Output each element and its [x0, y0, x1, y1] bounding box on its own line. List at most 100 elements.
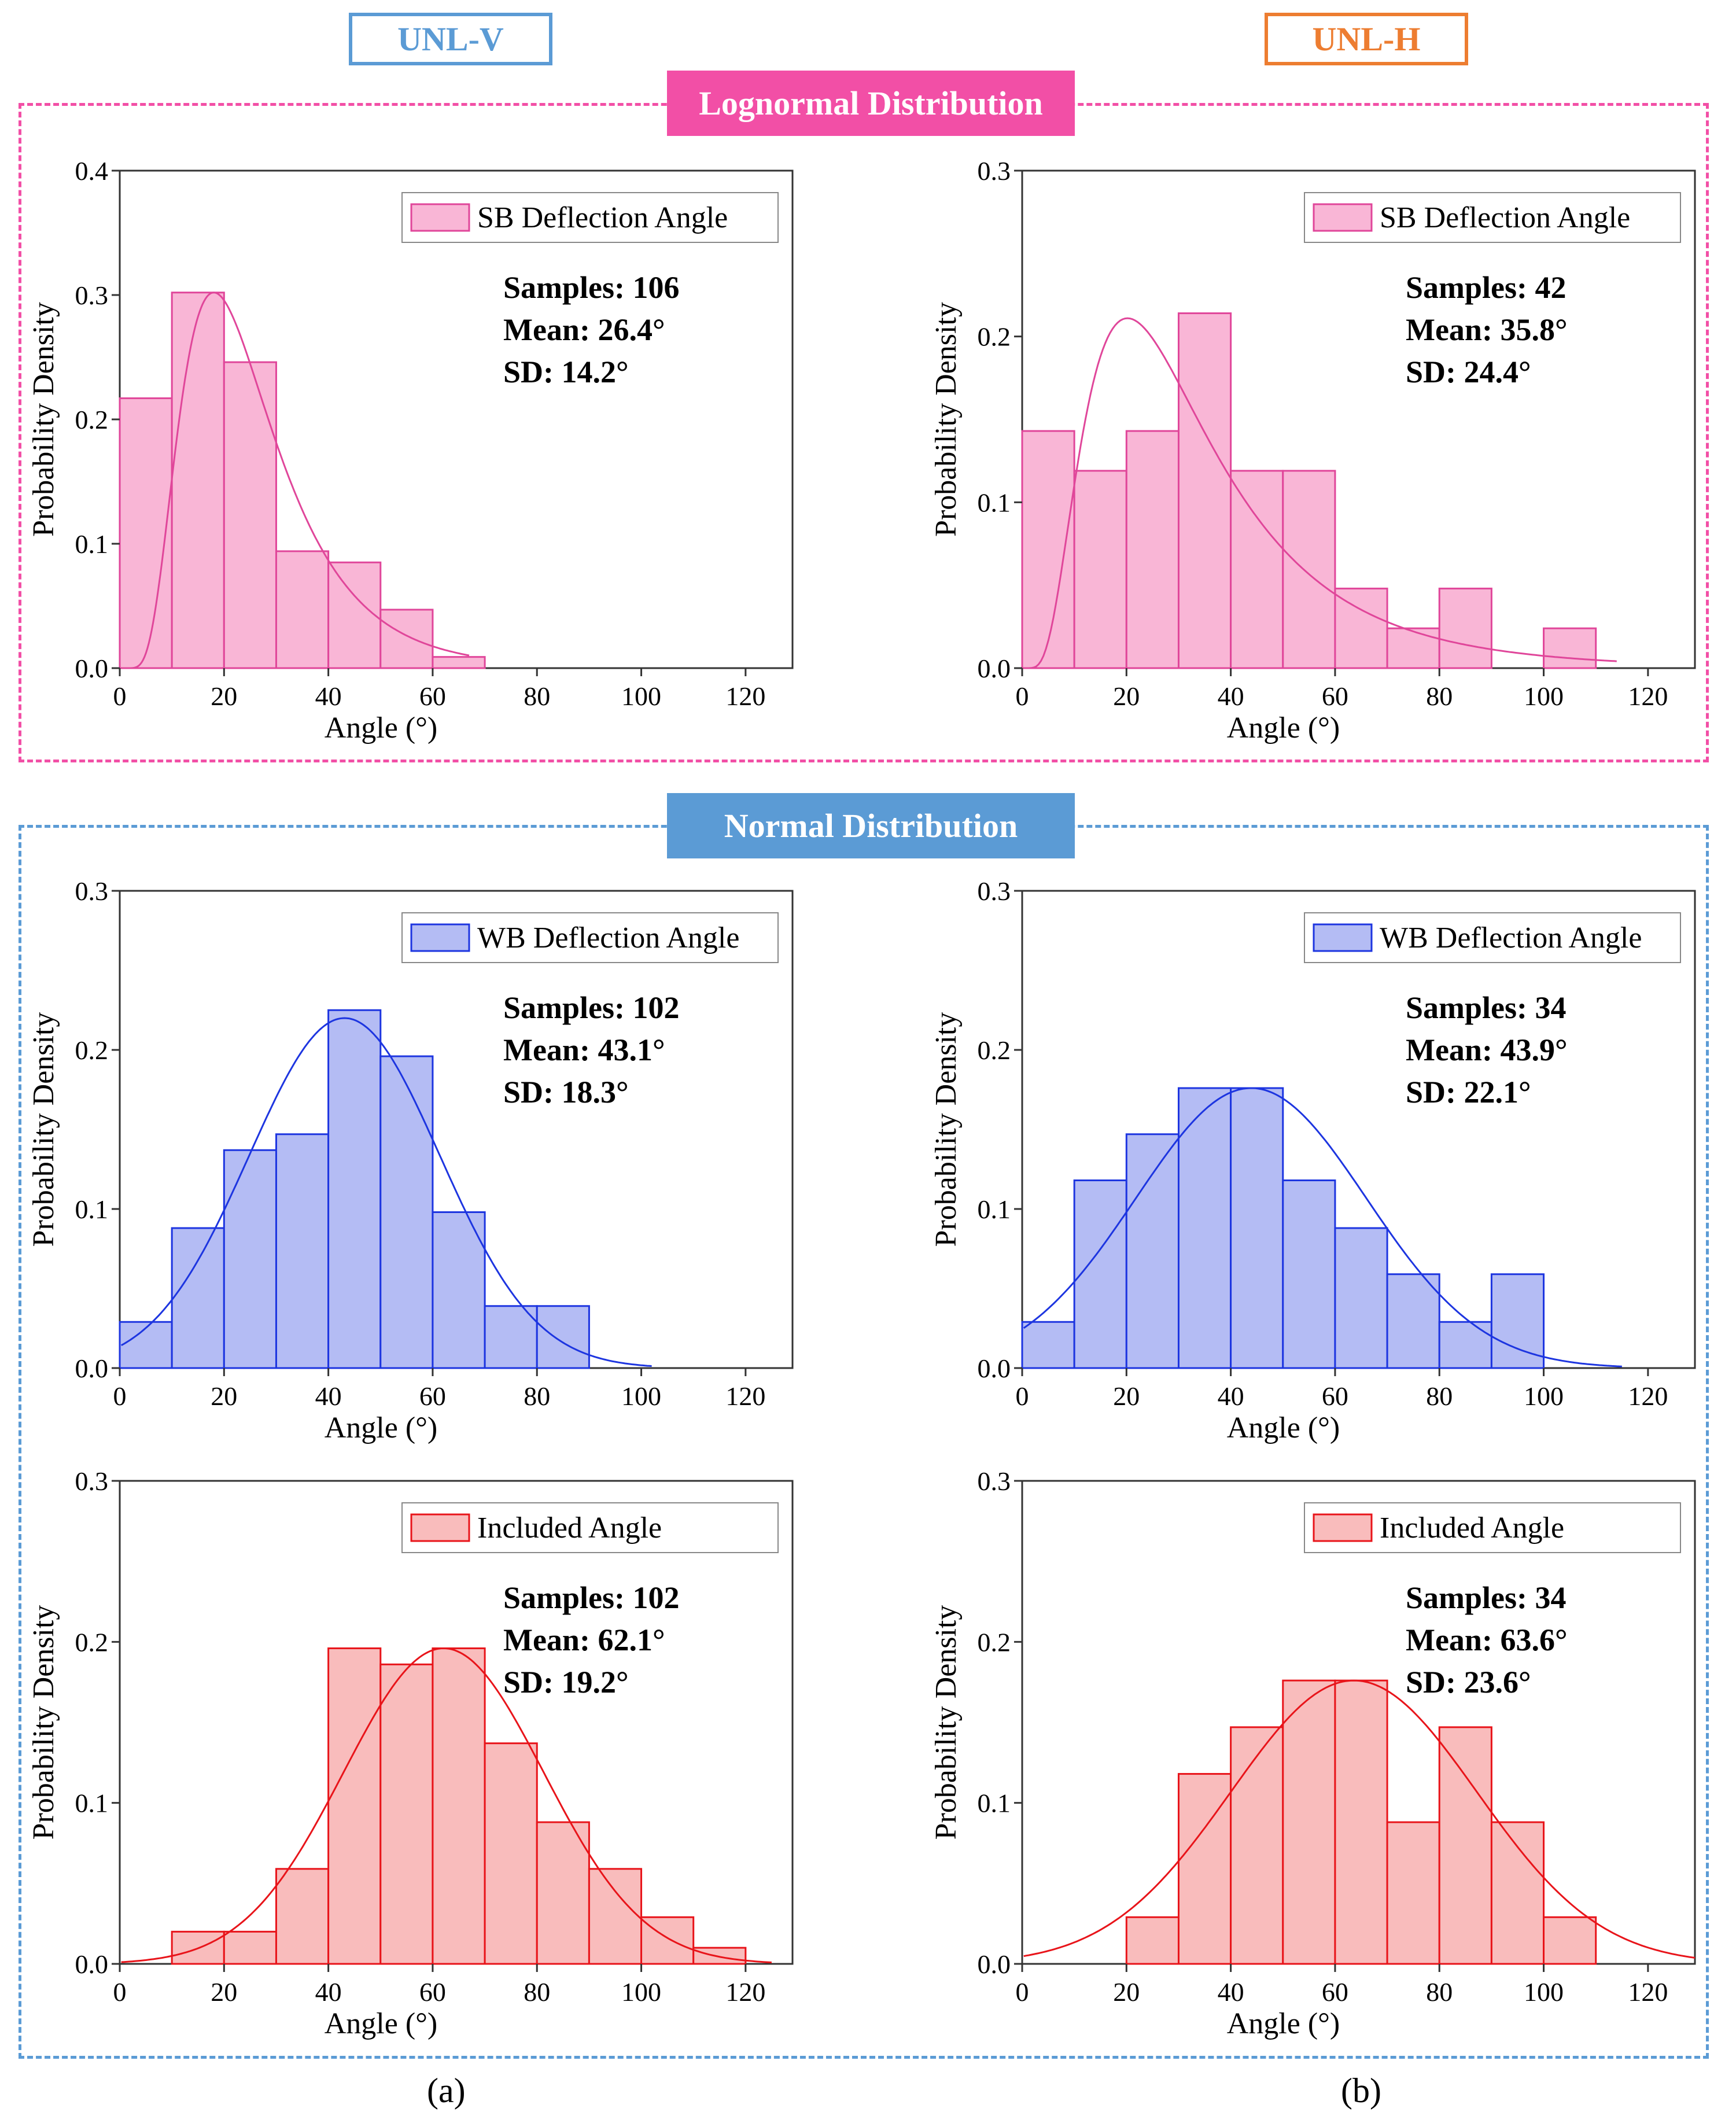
chart-3-bar-7 — [1386, 1273, 1440, 1369]
chart-1-legend-label: SB Deflection Angle — [1380, 201, 1630, 234]
chart-3-x-tick-label-6: 120 — [1628, 1381, 1668, 1411]
chart-1-x-tick-label-2: 40 — [1218, 681, 1244, 711]
chart-included-angle-unl-h: 0 20 40 60 80 100 120 0.0 0.1 0.2 0.3 Angle (°) Prob… — [930, 1466, 1696, 2040]
chart-5-x-tick-label-3: 60 — [1322, 1977, 1348, 2007]
chart-2-x-tick-label-3: 60 — [419, 1381, 446, 1411]
chart-1-x-tick-label-5: 100 — [1524, 681, 1564, 711]
chart-2-legend-label: WB Deflection Angle — [477, 921, 739, 954]
chart-1-x-tick-label-6: 120 — [1628, 681, 1668, 711]
chart-4-x-tick-label-2: 40 — [315, 1977, 342, 2007]
chart-4-bar-9 — [640, 1916, 695, 1965]
chart-4-bar-4 — [379, 1663, 434, 1965]
chart-5-stats-line-2: SD: 23.6° — [1406, 1665, 1531, 1700]
chart-0-bar-4 — [327, 561, 382, 669]
chart-0-y-tick-label-4: 0.4 — [75, 156, 109, 186]
chart-2-y-tick-label-2: 0.2 — [75, 1035, 109, 1065]
chart-1-bar-5 — [1282, 470, 1336, 669]
chart-2-bar-6 — [432, 1211, 486, 1369]
chart-1-bar-0 — [1021, 430, 1075, 669]
chart-1-y-tick-label-3: 0.3 — [978, 156, 1011, 186]
chart-5-y-tick-label-0: 0.0 — [978, 1949, 1011, 1979]
chart-2-x-tick-label-4: 80 — [524, 1381, 550, 1411]
chart-2-bar-8 — [536, 1305, 590, 1369]
chart-1-bar-3 — [1177, 312, 1232, 669]
chart-included-angle-unl-v: 0 20 40 60 80 100 120 0.0 0.1 0.2 0.3 Angle (°) Prob… — [27, 1466, 794, 2040]
chart-3-stats-line-0: Samples: 34 — [1406, 990, 1567, 1025]
chart-0-x-tick-label-4: 80 — [524, 681, 550, 711]
chart-0-bar-0 — [119, 397, 173, 669]
chart-1-bar-6 — [1334, 587, 1388, 669]
lognormal-banner: Lognormal Distribution — [667, 71, 1075, 136]
subfigure-label-a: (a) — [427, 2071, 466, 2110]
chart-5-bar-5 — [1386, 1821, 1440, 1965]
chart-1-bar-7 — [1386, 627, 1440, 669]
chart-0-x-tick-label-3: 60 — [419, 681, 446, 711]
chart-0-stats-line-0: Samples: 106 — [503, 270, 680, 305]
chart-3-bar-6 — [1334, 1227, 1388, 1369]
chart-4-stats-line-2: SD: 19.2° — [503, 1665, 629, 1700]
chart-2-x-tick-label-5: 100 — [621, 1381, 661, 1411]
chart-0-x-tick-label-1: 20 — [211, 681, 237, 711]
chart-5-x-tick-label-6: 120 — [1628, 1977, 1668, 2007]
chart-4-y-tick-label-1: 0.1 — [75, 1789, 109, 1818]
chart-4-y-tick-label-0: 0.0 — [75, 1949, 109, 1979]
header-unl-h: UNL-H — [1265, 13, 1468, 65]
chart-5-x-tick-label-4: 80 — [1426, 1977, 1453, 2007]
chart-2-bar-3 — [275, 1133, 330, 1369]
chart-0-x-tick-label-2: 40 — [315, 681, 342, 711]
chart-5-x-tick-label-0: 0 — [1016, 1977, 1029, 2007]
chart-0-legend-swatch — [410, 203, 470, 232]
chart-5-bar-4 — [1334, 1679, 1388, 1965]
chart-0-y-tick-label-3: 0.3 — [75, 281, 109, 310]
chart-3-x-tick-label-5: 100 — [1524, 1381, 1564, 1411]
chart-2-bar-7 — [484, 1305, 538, 1369]
chart-0-x-axis-label: Angle (°) — [325, 712, 438, 744]
chart-4-x-axis-label: Angle (°) — [325, 2007, 438, 2040]
chart-4-bar-7 — [536, 1821, 590, 1965]
chart-4-x-tick-label-6: 120 — [725, 1977, 765, 2007]
chart-4-y-tick-label-2: 0.2 — [75, 1627, 109, 1657]
chart-1-stats-line-0: Samples: 42 — [1406, 270, 1567, 305]
chart-1-x-tick-label-0: 0 — [1016, 681, 1029, 711]
chart-5-bar-8 — [1543, 1916, 1597, 1965]
chart-1-x-tick-label-1: 20 — [1113, 681, 1140, 711]
chart-2-stats-line-1: Mean: 43.1° — [503, 1033, 665, 1067]
header-unl-v: UNL-V — [349, 13, 552, 65]
chart-5-y-tick-label-1: 0.1 — [978, 1789, 1011, 1818]
chart-1-y-tick-label-2: 0.2 — [978, 322, 1011, 352]
chart-2-y-tick-label-0: 0.0 — [75, 1354, 109, 1383]
chart-4-bar-3 — [327, 1647, 382, 1965]
chart-4-legend-label: Included Angle — [477, 1512, 662, 1544]
chart-3-x-tick-label-0: 0 — [1016, 1381, 1029, 1411]
chart-2-stats-line-0: Samples: 102 — [503, 990, 680, 1025]
chart-4-x-tick-label-5: 100 — [621, 1977, 661, 2007]
chart-5-y-tick-label-2: 0.2 — [978, 1627, 1011, 1657]
chart-1-legend-swatch — [1313, 203, 1373, 232]
chart-wb-deflection-unl-h: 0 20 40 60 80 100 120 0.0 0.1 0.2 0.3 Angle (°) Prob… — [930, 876, 1696, 1444]
chart-3-y-tick-label-2: 0.2 — [978, 1035, 1011, 1065]
chart-5-bar-0 — [1125, 1916, 1180, 1965]
chart-2-y-axis-label: Probability Density — [27, 1012, 60, 1247]
chart-1-stats-line-2: SD: 24.4° — [1406, 355, 1531, 389]
chart-3-legend-label: WB Deflection Angle — [1380, 921, 1642, 954]
chart-4-fit-curve — [121, 1647, 772, 1963]
chart-5-y-axis-label: Probability Density — [930, 1605, 963, 1840]
chart-3-bar-1 — [1073, 1179, 1127, 1369]
chart-1-bar-4 — [1230, 470, 1284, 669]
chart-4-stats-line-0: Samples: 102 — [503, 1580, 680, 1615]
chart-3-stats-line-1: Mean: 43.9° — [1406, 1033, 1568, 1067]
chart-5-bar-7 — [1490, 1821, 1545, 1965]
normal-banner: Normal Distribution — [667, 793, 1075, 858]
chart-3-bar-8 — [1438, 1321, 1492, 1369]
chart-1-bar-1 — [1073, 470, 1127, 669]
chart-3-y-tick-label-0: 0.0 — [978, 1354, 1011, 1383]
chart-2-bar-2 — [223, 1149, 277, 1369]
chart-4-x-tick-label-0: 0 — [113, 1977, 127, 2007]
chart-5-bar-6 — [1438, 1726, 1492, 1965]
chart-0-y-tick-label-1: 0.1 — [75, 529, 109, 559]
chart-0-bar-3 — [275, 550, 330, 669]
chart-4-bar-8 — [588, 1868, 643, 1965]
chart-0-y-tick-label-2: 0.2 — [75, 405, 109, 434]
chart-0-bar-6 — [432, 656, 486, 669]
